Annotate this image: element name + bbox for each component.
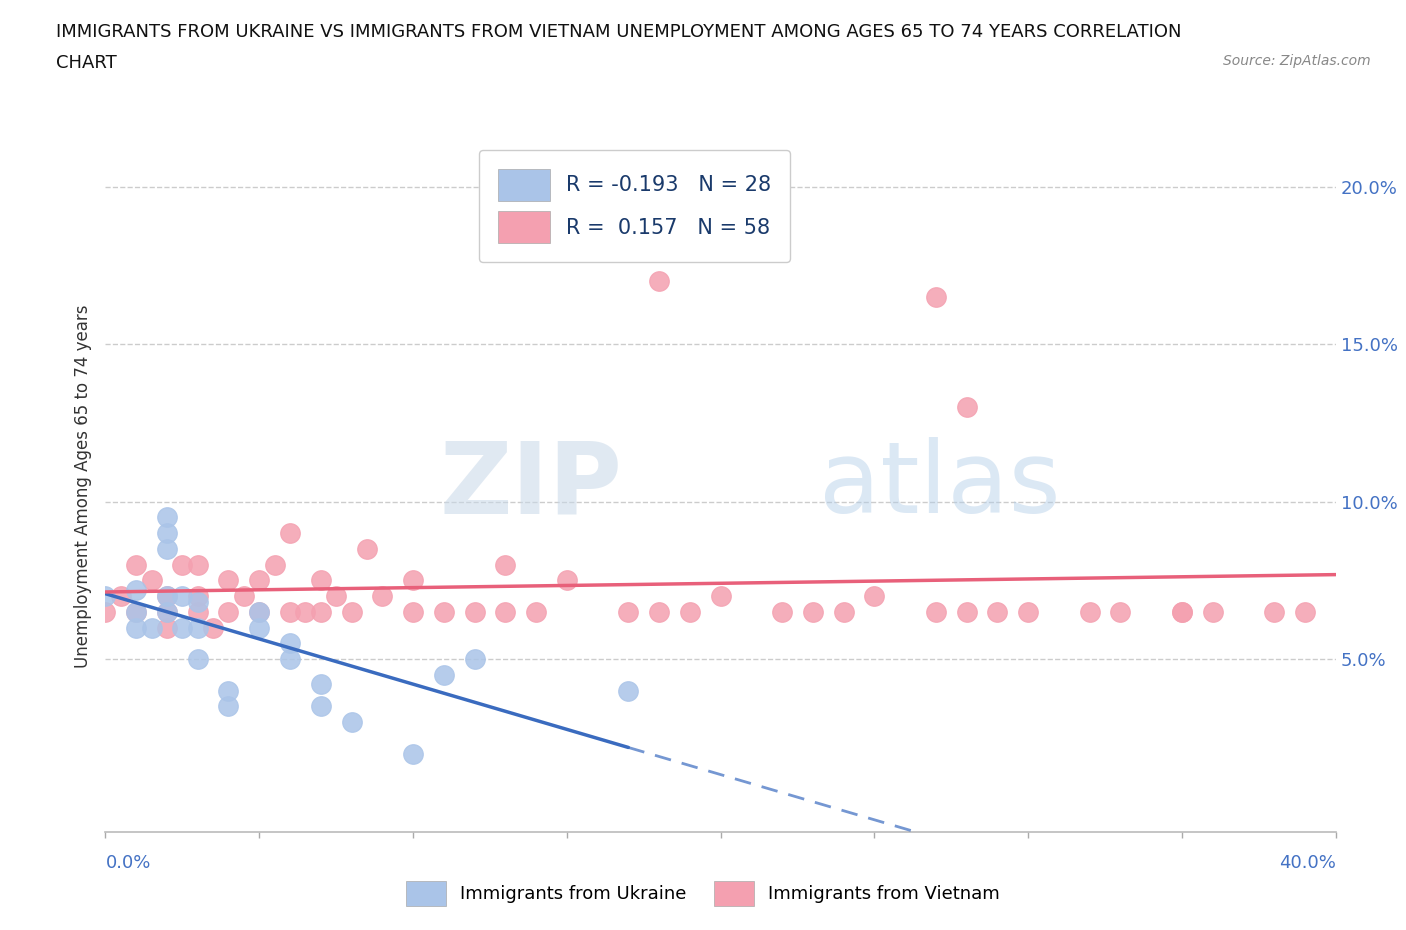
Point xyxy=(263,557,285,572)
Text: IMMIGRANTS FROM UKRAINE VS IMMIGRANTS FROM VIETNAM UNEMPLOYMENT AMONG AGES 65 TO: IMMIGRANTS FROM UKRAINE VS IMMIGRANTS FR… xyxy=(56,23,1181,41)
Point xyxy=(125,582,148,597)
Point xyxy=(156,525,179,540)
Legend: Immigrants from Ukraine, Immigrants from Vietnam: Immigrants from Ukraine, Immigrants from… xyxy=(399,873,1007,913)
Point xyxy=(371,589,394,604)
Point xyxy=(94,589,117,604)
Point xyxy=(986,604,1008,619)
Point xyxy=(679,604,702,619)
Point xyxy=(187,604,209,619)
Point xyxy=(494,604,516,619)
Point xyxy=(156,620,179,635)
Point xyxy=(172,620,194,635)
Text: 40.0%: 40.0% xyxy=(1279,854,1336,872)
Point xyxy=(801,604,824,619)
Text: atlas: atlas xyxy=(818,437,1060,535)
Point xyxy=(278,525,301,540)
Point xyxy=(464,604,486,619)
Point xyxy=(340,604,363,619)
Point xyxy=(309,604,332,619)
Point xyxy=(1017,604,1039,619)
Point xyxy=(956,604,979,619)
Point xyxy=(433,668,456,683)
Point xyxy=(1201,604,1223,619)
Point xyxy=(187,589,209,604)
Point xyxy=(1263,604,1285,619)
Point xyxy=(125,604,148,619)
Point xyxy=(1171,604,1194,619)
Point xyxy=(156,604,179,619)
Point xyxy=(925,604,948,619)
Point xyxy=(309,699,332,714)
Point xyxy=(125,620,148,635)
Point xyxy=(202,620,225,635)
Point xyxy=(325,589,347,604)
Point xyxy=(187,557,209,572)
Point xyxy=(232,589,254,604)
Legend: R = -0.193   N = 28, R =  0.157   N = 58: R = -0.193 N = 28, R = 0.157 N = 58 xyxy=(479,150,790,262)
Point xyxy=(156,589,179,604)
Point xyxy=(1109,604,1132,619)
Y-axis label: Unemployment Among Ages 65 to 74 years: Unemployment Among Ages 65 to 74 years xyxy=(73,304,91,668)
Point xyxy=(648,273,671,288)
Point xyxy=(247,620,270,635)
Point xyxy=(187,652,209,667)
Point xyxy=(141,573,163,588)
Point xyxy=(524,604,547,619)
Point xyxy=(141,620,163,635)
Text: ZIP: ZIP xyxy=(439,437,621,535)
Point xyxy=(218,604,240,619)
Point xyxy=(187,595,209,610)
Point xyxy=(402,573,425,588)
Point xyxy=(156,510,179,525)
Point xyxy=(710,589,733,604)
Point xyxy=(648,604,671,619)
Point xyxy=(433,604,456,619)
Point xyxy=(218,684,240,698)
Point xyxy=(309,677,332,692)
Point xyxy=(172,557,194,572)
Point xyxy=(247,573,270,588)
Point xyxy=(125,604,148,619)
Point xyxy=(402,746,425,761)
Point xyxy=(156,541,179,556)
Point xyxy=(218,699,240,714)
Point xyxy=(340,714,363,729)
Point xyxy=(494,557,516,572)
Point xyxy=(247,604,270,619)
Point xyxy=(187,620,209,635)
Point xyxy=(1171,604,1194,619)
Point xyxy=(770,604,793,619)
Point xyxy=(110,589,132,604)
Text: CHART: CHART xyxy=(56,54,117,72)
Point xyxy=(956,400,979,415)
Point xyxy=(617,684,640,698)
Point xyxy=(309,573,332,588)
Point xyxy=(278,636,301,651)
Point xyxy=(125,557,148,572)
Point xyxy=(278,604,301,619)
Point xyxy=(278,652,301,667)
Point xyxy=(617,604,640,619)
Point xyxy=(172,589,194,604)
Point xyxy=(1294,604,1316,619)
Point xyxy=(356,541,378,556)
Point xyxy=(294,604,316,619)
Text: Source: ZipAtlas.com: Source: ZipAtlas.com xyxy=(1223,54,1371,68)
Point xyxy=(156,604,179,619)
Point xyxy=(464,652,486,667)
Point xyxy=(402,604,425,619)
Point xyxy=(94,604,117,619)
Point xyxy=(863,589,886,604)
Point xyxy=(555,573,578,588)
Point xyxy=(247,604,270,619)
Point xyxy=(156,589,179,604)
Text: 0.0%: 0.0% xyxy=(105,854,150,872)
Point xyxy=(925,289,948,304)
Point xyxy=(1078,604,1101,619)
Point xyxy=(832,604,855,619)
Point xyxy=(218,573,240,588)
